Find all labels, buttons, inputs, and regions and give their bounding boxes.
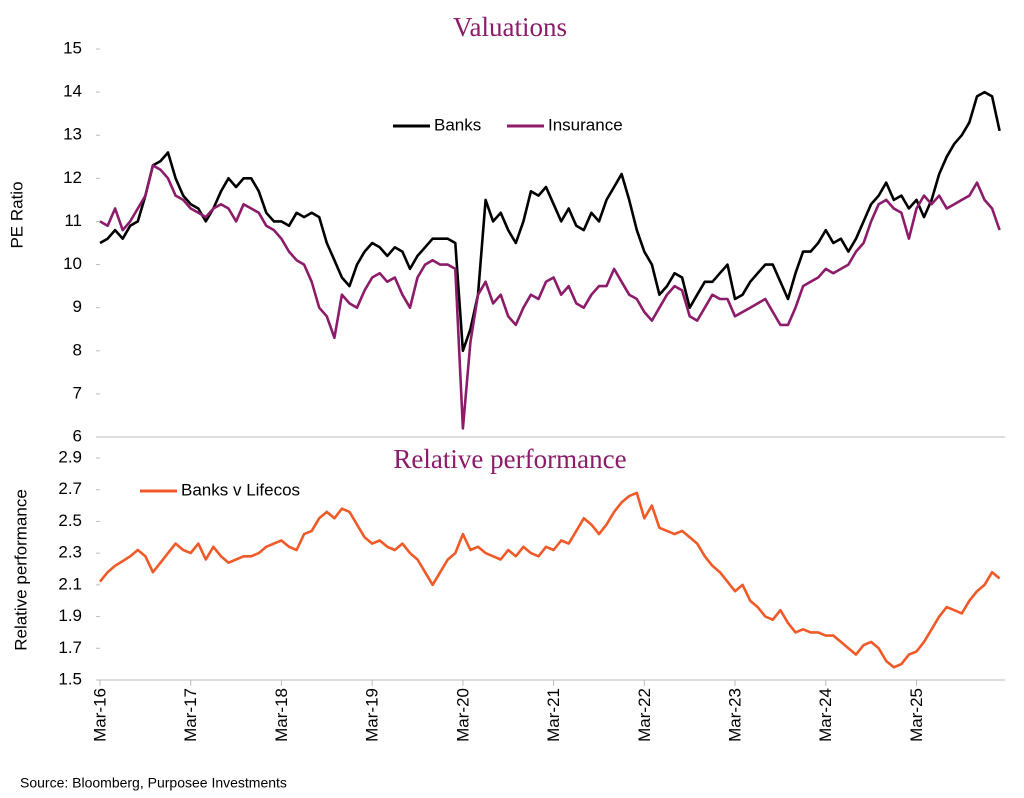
y-tick-label: 2.5 bbox=[58, 511, 82, 530]
y-tick-label: 13 bbox=[63, 125, 82, 144]
line-series bbox=[99, 90, 1001, 353]
y-tick-label: 2.3 bbox=[58, 543, 82, 562]
y-tick-label: 12 bbox=[63, 168, 82, 187]
y-axis-title: PE Ratio bbox=[7, 181, 26, 248]
y-tick-label: 2.7 bbox=[58, 479, 82, 498]
y-tick-label: 15 bbox=[63, 38, 82, 57]
legend-label: Insurance bbox=[548, 115, 623, 134]
y-tick-label: 2.9 bbox=[58, 447, 82, 466]
y-tick-label: 9 bbox=[73, 297, 82, 316]
y-tick-label: 11 bbox=[64, 211, 82, 230]
x-tick-label: Mar-25 bbox=[907, 688, 926, 742]
y-tick-label: 8 bbox=[73, 340, 82, 359]
chart-title: Relative performance bbox=[393, 444, 626, 474]
x-tick-label: Mar-24 bbox=[816, 688, 835, 742]
x-tick-label: Mar-18 bbox=[272, 688, 291, 742]
y-tick-label: 6 bbox=[73, 426, 82, 445]
x-tick-label: Mar-20 bbox=[453, 688, 472, 742]
y-tick-label: 7 bbox=[73, 383, 82, 402]
y-tick-label: 1.9 bbox=[58, 606, 82, 625]
x-tick-label: Mar-17 bbox=[181, 688, 200, 742]
x-tick-label: Mar-22 bbox=[635, 688, 654, 742]
legend-label: Banks v Lifecos bbox=[181, 480, 300, 499]
x-tick-label: Mar-23 bbox=[726, 688, 745, 742]
x-tick-label: Mar-21 bbox=[544, 688, 563, 742]
y-tick-label: 1.5 bbox=[58, 669, 82, 688]
line-series bbox=[99, 164, 1001, 430]
y-tick-label: 10 bbox=[63, 254, 82, 273]
chart-title: Valuations bbox=[453, 12, 567, 42]
y-tick-label: 14 bbox=[63, 82, 82, 101]
x-tick-label: Mar-16 bbox=[90, 688, 109, 742]
source-note: Source: Bloomberg, Purposee Investments bbox=[20, 775, 287, 791]
x-tick-label: Mar-19 bbox=[363, 688, 382, 742]
legend-label: Banks bbox=[434, 115, 481, 134]
y-axis-title: Relative performance bbox=[11, 489, 30, 651]
y-tick-label: 1.7 bbox=[58, 638, 82, 657]
line-series bbox=[98, 491, 1001, 669]
y-tick-label: 2.1 bbox=[58, 574, 82, 593]
